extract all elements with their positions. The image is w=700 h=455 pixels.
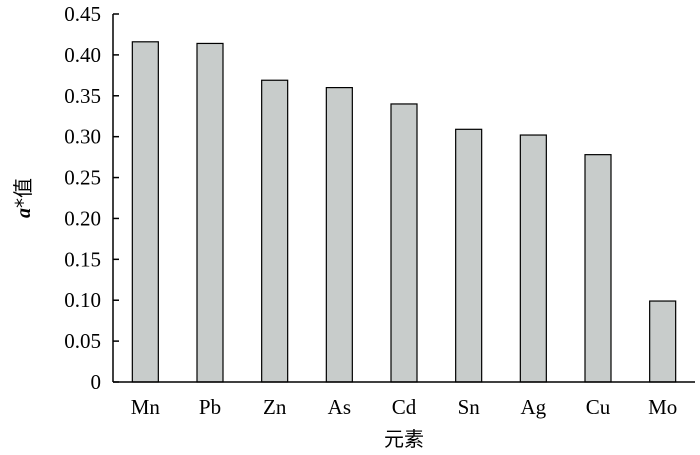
- y-tick-label: 0.45: [64, 2, 101, 26]
- x-tick-label-cu: Cu: [586, 395, 611, 419]
- x-tick-label-as: As: [328, 395, 351, 419]
- x-axis-ticks: Mn Pb Zn As Cd Sn Ag Cu Mo: [131, 395, 678, 419]
- x-tick-label-mo: Mo: [648, 395, 677, 419]
- bar-as: [325, 86, 353, 383]
- x-axis-title: 元素: [384, 427, 424, 451]
- y-axis-title: a*值: [11, 178, 35, 218]
- x-tick-label-cd: Cd: [392, 395, 417, 419]
- y-tick-label: 0.20: [64, 206, 101, 230]
- x-tick-label-zn: Zn: [263, 395, 287, 419]
- x-tick-label-ag: Ag: [520, 395, 546, 419]
- y-axis-title-suffix: *值: [11, 178, 35, 208]
- y-tick-label: 0.40: [64, 43, 101, 67]
- y-axis-ticks: 0 0.05 0.10 0.15 0.20 0.25 0.30 0.35 0.40 0.45: [64, 2, 119, 394]
- x-tick-label-sn: Sn: [458, 395, 481, 419]
- bar-zn: [261, 79, 289, 383]
- bars: [131, 41, 677, 383]
- bar-mo: [649, 300, 677, 383]
- bar-cu: [584, 154, 612, 383]
- bar-pb: [196, 42, 224, 383]
- x-tick-label-mn: Mn: [131, 395, 161, 419]
- y-tick-label: 0.05: [64, 329, 101, 353]
- y-tick-label: 0: [91, 370, 102, 394]
- y-tick-label: 0.10: [64, 288, 101, 312]
- bar-ag: [519, 134, 547, 383]
- x-tick-label-pb: Pb: [199, 395, 221, 419]
- bar-mn: [131, 41, 159, 383]
- y-tick-label: 0.30: [64, 125, 101, 149]
- y-tick-label: 0.15: [64, 247, 101, 271]
- y-tick-label: 0.25: [64, 166, 101, 190]
- y-axis-title-symbol: a: [13, 208, 35, 218]
- y-tick-label: 0.35: [64, 84, 101, 108]
- bar-cd: [390, 103, 418, 383]
- bar-sn: [455, 128, 483, 383]
